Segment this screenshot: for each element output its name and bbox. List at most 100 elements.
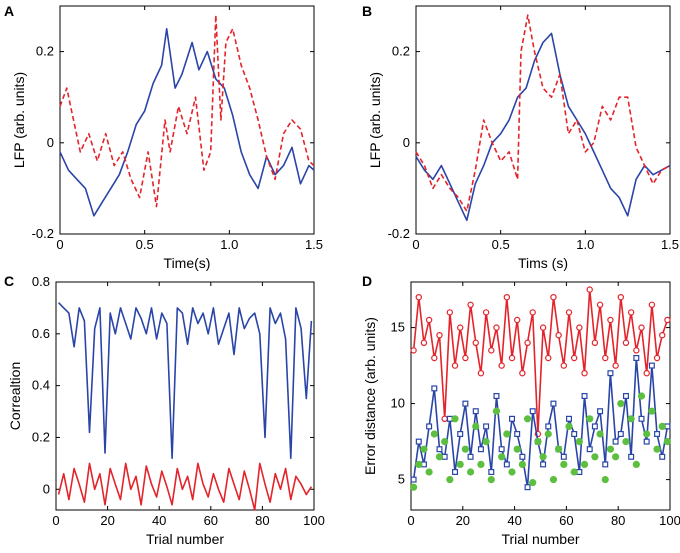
panel-c-xtick-label: 40 — [152, 513, 166, 528]
panel-d-series-green-dots-point — [477, 460, 485, 468]
panel-b-ylabel: LFP (arb. units) — [367, 72, 383, 168]
panel-b-xtick-label: 0 — [412, 237, 419, 252]
panel-d-series-blue-squares-point — [457, 431, 464, 438]
panel-d-series-blue-squares-point — [612, 438, 619, 445]
panel-a-label: A — [4, 3, 14, 19]
panel-d-series-blue-squares-point — [659, 453, 666, 460]
panel-d-series-blue-squares-point — [597, 408, 604, 415]
panel-d-series-blue-squares-point — [498, 446, 505, 453]
panel-c-xtick-label: 80 — [255, 513, 269, 528]
panel-d-series-blue-squares-point — [472, 408, 479, 415]
panel-d-series-red-circles-point — [633, 347, 640, 354]
panel-d-series-red-circles-point — [602, 354, 609, 362]
panel-d-series-blue-squares-point — [514, 431, 521, 438]
panel-d-series-red-circles-point — [488, 347, 495, 354]
panel-d-series-green-dots-point — [441, 438, 449, 446]
panel-a-series-red-dashed-line — [59, 14, 315, 208]
panel-d-series-green-dots-point — [508, 468, 516, 476]
panel-d-series-green-dots-point — [456, 460, 464, 468]
panel-d-series-green-dots-point — [420, 445, 428, 453]
panel-a-ytick-label: 0.2 — [36, 44, 54, 59]
panel-d-xtick-label: 40 — [507, 513, 521, 528]
panel-a-ylabel: LFP (arb. units) — [11, 72, 27, 168]
panel-b-ytick-label: 0.2 — [392, 44, 410, 59]
panel-d-xtick-label: 20 — [456, 513, 470, 528]
panel-d-series-blue-squares-point — [550, 400, 557, 407]
panel-d-series-green-dots-point — [663, 438, 672, 446]
panel-d-series-green-dots-point — [466, 468, 475, 476]
panel-d-series-red-circles-point — [482, 309, 490, 316]
panel-d-series-green-dots-point — [617, 400, 625, 408]
panel-d-xtick-label: 80 — [611, 513, 625, 528]
panel-d-series-red-circles-point — [498, 362, 505, 369]
panel-d-series-red-circles-point — [550, 294, 557, 301]
panel-a-xtick-label: 0.5 — [136, 237, 154, 252]
panel-d-series-red-circles-point — [420, 339, 428, 346]
panel-d-series-red-circles-point — [436, 332, 443, 339]
panel-d-series-green-dots-point — [461, 445, 469, 453]
panel-c-ytick-label: 0.4 — [32, 378, 50, 393]
panel-d-series-green-dots-point — [435, 453, 444, 461]
panel-d-series-green-dots-point — [560, 460, 568, 468]
panel-a-ytick-label: 0 — [47, 135, 54, 150]
panel-b-series-blue-solid-line — [415, 32, 671, 222]
panel-d-series-blue-squares-point — [509, 415, 516, 422]
panel-d-series-red-circles-point — [493, 324, 500, 331]
panel-b-xtick-label: 1.0 — [576, 237, 594, 252]
panel-d-series-red-circles-point — [586, 286, 593, 293]
panel-d-series-blue-squares-point — [462, 400, 469, 407]
panel-d-series-blue-squares-point — [540, 461, 547, 468]
panel-d-series-red-circles-point — [627, 309, 635, 316]
panel-d-series-green-dots-point — [549, 476, 558, 484]
panel-d-series-green-dots-point — [622, 438, 630, 446]
panel-d-series-green-dots-point — [565, 422, 573, 430]
panel-d-series-blue-squares-point — [477, 446, 484, 453]
panel-d-series-blue-squares-point — [622, 393, 629, 400]
panel-a-xlabel: Time(s) — [164, 255, 211, 271]
panel-c-axes-box — [55, 281, 315, 511]
panel-b-xtick-label: 0.5 — [492, 237, 510, 252]
panel-a-xtick-label: 1.0 — [220, 237, 238, 252]
panel-d-ytick-label: 15 — [391, 320, 405, 335]
panel-d-series-green-dots-point — [482, 438, 490, 446]
panel-d-series-blue-squares-point — [581, 393, 588, 400]
panel-d-series-green-dots-point — [523, 415, 532, 423]
panel-c-label: C — [4, 273, 14, 289]
panel-d-series-green-dots-point — [586, 415, 594, 423]
panel-d-series-red-circles-point — [664, 316, 671, 324]
panel-d-series-blue-squares-point — [529, 408, 536, 415]
panel-c-ytick-label: 0 — [43, 481, 50, 496]
panel-a-series-blue-solid-line — [59, 28, 315, 217]
panel-d-series-blue-squares-point — [452, 469, 459, 476]
panel-d-series-red-circles-point — [555, 332, 562, 339]
panel-d-series-red-circles-point — [431, 354, 438, 362]
panel-d-series-blue-squares-point — [488, 469, 495, 476]
panel-d-series-red-circles-point — [545, 354, 552, 362]
panel-d-ytick-label: 10 — [391, 396, 405, 411]
panel-d-series-blue-squares-point — [591, 423, 598, 430]
panel-a-ytick-label: -0.2 — [32, 226, 54, 241]
panel-c-series-red-line — [57, 462, 313, 511]
panel-d-series-green-dots-point — [575, 438, 583, 446]
panel-d-series-green-dots-point — [534, 438, 542, 446]
panel-d-series-red-circles-point — [513, 316, 521, 324]
panel-d-series-blue-squares-point — [617, 431, 624, 438]
panel-c-ytick-label: 0.2 — [32, 429, 50, 444]
panel-d-series-red-circles-point — [441, 415, 448, 422]
panel-b-label: B — [362, 3, 372, 19]
panel-b-ytick-label: 0 — [403, 135, 410, 150]
panel-a-xtick-label: 1.5 — [305, 237, 323, 252]
panel-c-xlabel: Trial number — [146, 531, 224, 547]
panel-d-series-red-circles-point — [529, 309, 536, 316]
panel-d-series-red-circles-point — [467, 301, 474, 308]
panel-c-ytick-label: 0.6 — [32, 326, 50, 341]
panel-d-axes-box — [410, 281, 671, 511]
panel-a-xtick-label: 0 — [56, 237, 63, 252]
panel-d-series-blue-squares-point — [586, 446, 593, 453]
panel-d-series-blue-squares-point — [648, 362, 655, 369]
panel-b-xlabel: Tims (s) — [518, 255, 568, 271]
panel-b-ytick-label: -0.2 — [388, 226, 410, 241]
panel-d-series-red-circles-point — [415, 294, 422, 301]
panel-d-series-red-circles-point — [622, 339, 630, 346]
panel-d: D 0 20 40 60 80 100 5 10 15 Trial number Error dis… — [362, 273, 680, 547]
